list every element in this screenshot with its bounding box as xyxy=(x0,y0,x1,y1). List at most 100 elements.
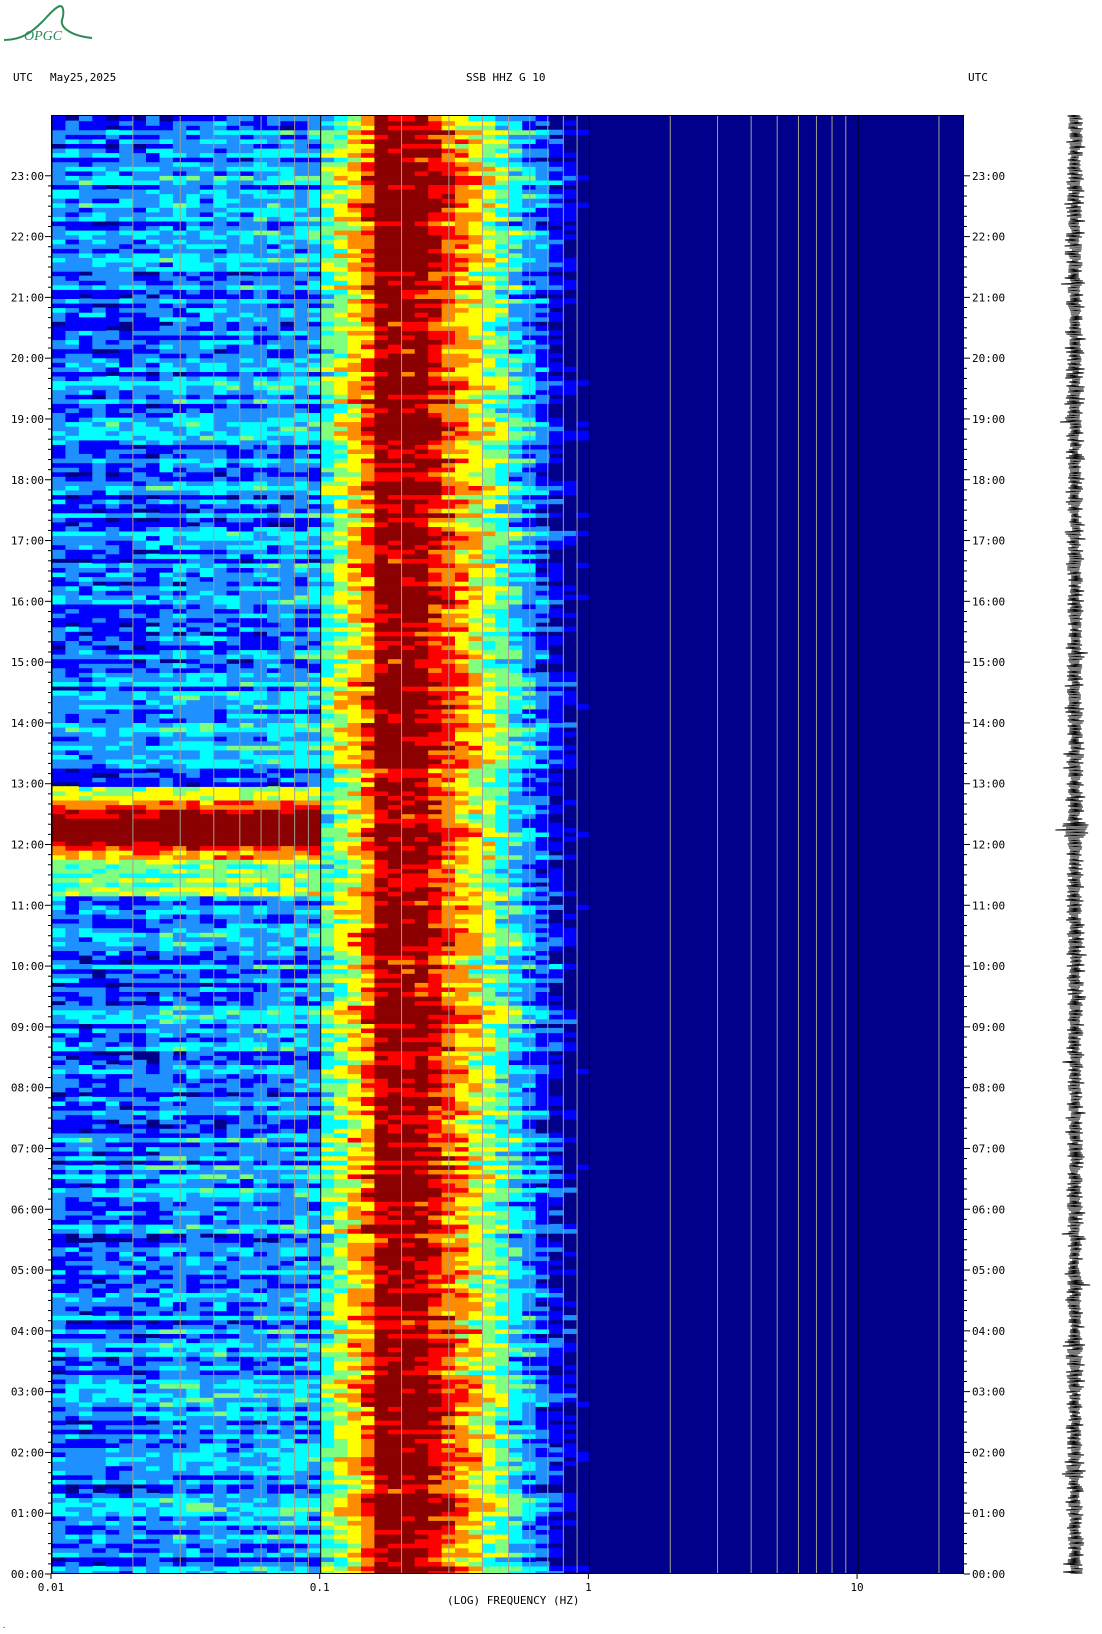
spectrogram-cell xyxy=(307,1082,322,1088)
spectrogram-cell xyxy=(159,1151,174,1157)
spectrogram-cell xyxy=(226,1123,241,1129)
spectrogram-cell xyxy=(334,1561,349,1567)
spectrogram-cell xyxy=(468,986,483,992)
spectrogram-cell xyxy=(401,1465,416,1471)
spectrogram-cell xyxy=(307,1041,322,1047)
spectrogram-cell xyxy=(401,1151,416,1157)
spectrogram-cell xyxy=(92,1401,107,1407)
spectrogram-cell xyxy=(253,1506,268,1512)
spectrogram-cell xyxy=(253,1383,268,1389)
spectrogram-cell xyxy=(468,1068,483,1075)
spectrogram-cell xyxy=(78,1009,93,1015)
spectrogram-cell xyxy=(374,1465,389,1471)
spectrogram-cell xyxy=(549,1520,564,1526)
spectrogram-cell xyxy=(414,1073,429,1079)
spectrogram-cell xyxy=(508,1278,523,1284)
spectrogram-cell xyxy=(132,1078,147,1084)
spectrogram-cell xyxy=(159,1565,174,1572)
spectrogram-cell xyxy=(159,1105,174,1111)
spectrogram-cell xyxy=(226,1260,241,1266)
spectrogram-cell xyxy=(293,1242,308,1248)
spectrogram-cell xyxy=(508,1155,523,1161)
spectrogram-cell xyxy=(307,1497,322,1503)
spectrogram-cell xyxy=(334,1078,349,1084)
spectrogram-cell xyxy=(307,1233,322,1239)
spectrogram-cell xyxy=(267,1123,281,1129)
spectrogram-cell xyxy=(428,1524,443,1530)
spectrogram-cell xyxy=(522,1502,537,1508)
spectrogram-cell xyxy=(253,1018,268,1024)
spectrogram-cell xyxy=(105,1556,120,1562)
spectrogram-cell xyxy=(401,1050,416,1056)
spectrogram-cell xyxy=(535,1091,550,1097)
spectrogram-cell xyxy=(105,1351,120,1357)
spectrogram-cell xyxy=(280,1109,295,1116)
spectrogram-cell xyxy=(119,1429,134,1435)
spectrogram-cell xyxy=(508,1511,523,1517)
spectrogram-cell xyxy=(240,986,255,992)
spectrogram-cell xyxy=(387,1388,402,1394)
spectrogram-cell xyxy=(105,1027,120,1034)
spectrogram-cell xyxy=(105,1041,120,1047)
spectrogram-cell xyxy=(253,982,268,988)
spectrogram-cell xyxy=(52,996,66,1002)
spectrogram-cell xyxy=(65,982,80,988)
spectrogram-cell xyxy=(374,1392,389,1398)
spectrogram-cell xyxy=(387,1511,402,1517)
spectrogram-cell xyxy=(320,1570,335,1573)
spectrogram-cell xyxy=(240,1465,255,1471)
spectrogram-cell xyxy=(119,1269,134,1275)
spectrogram-cell xyxy=(495,1055,510,1061)
spectrogram-cell xyxy=(105,1242,120,1248)
spectrogram-cell xyxy=(119,1037,134,1043)
spectrogram-cell xyxy=(414,1109,429,1116)
spectrogram-cell xyxy=(320,1520,335,1526)
spectrogram-cell xyxy=(186,1041,201,1047)
spectrogram-cell xyxy=(132,1315,147,1321)
spectrogram-cell xyxy=(293,1009,308,1015)
spectrogram-cell xyxy=(320,1155,335,1161)
spectrogram-cell xyxy=(146,1005,160,1011)
spectrogram-cell xyxy=(307,1018,322,1024)
spectrogram-cell xyxy=(334,1287,349,1293)
spectrogram-cell xyxy=(468,1333,483,1339)
spectrogram-cell xyxy=(361,1488,375,1494)
spectrogram-cell xyxy=(293,986,308,992)
spectrogram-cell xyxy=(119,1420,134,1426)
spectrogram-cell xyxy=(159,1447,174,1453)
spectrogram-cell xyxy=(132,1155,147,1161)
spectrogram-cell xyxy=(401,991,416,997)
spectrogram-cell xyxy=(320,1328,335,1334)
spectrogram-cell xyxy=(226,1246,241,1252)
spectrogram-cell xyxy=(65,1187,80,1193)
spectrogram-cell xyxy=(105,1552,120,1558)
spectrogram-cell xyxy=(280,1442,295,1448)
spectrogram-cell xyxy=(334,1173,349,1179)
spectrogram-cell xyxy=(132,1570,147,1573)
spectrogram-cell xyxy=(522,1488,537,1494)
spectrogram-cell xyxy=(186,1287,201,1293)
spectrogram-cell xyxy=(119,1274,134,1280)
spectrogram-cell xyxy=(455,1041,469,1047)
spectrogram-cell xyxy=(522,1438,537,1444)
spectrogram-cell xyxy=(401,1123,416,1129)
spectrogram-cell xyxy=(65,1292,80,1298)
spectrogram-cell xyxy=(132,1292,147,1298)
spectrogram-cell xyxy=(374,1137,389,1143)
spectrogram-cell xyxy=(132,1119,147,1125)
spectrogram-cell xyxy=(361,1046,375,1052)
spectrogram-cell xyxy=(213,1255,228,1261)
spectrogram-cell xyxy=(562,1137,577,1143)
spectrogram-cell xyxy=(105,1000,120,1006)
spectrogram-cell xyxy=(240,1433,255,1439)
spectrogram-cell xyxy=(119,1424,134,1430)
spectrogram-cell xyxy=(549,1506,564,1512)
spectrogram-cell xyxy=(213,1388,228,1394)
spectrogram-cell xyxy=(361,1565,375,1572)
spectrogram-cell xyxy=(240,1388,255,1394)
spectrogram-cell xyxy=(320,1260,335,1266)
spectrogram-cell xyxy=(481,1064,496,1070)
spectrogram-cell xyxy=(293,1123,308,1129)
spectrogram-cell xyxy=(226,1269,241,1275)
spectrogram-cell xyxy=(52,1169,66,1175)
